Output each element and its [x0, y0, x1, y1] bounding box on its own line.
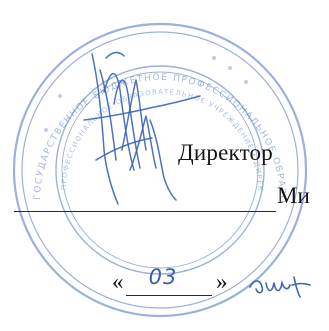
seal-ring-text: ГОСУДАРСТВЕННОЕ БЮДЖЕТНОЕ ПРОФЕССИОНАЛЬН…	[0, 0, 286, 204]
signature-icon	[83, 51, 201, 205]
approval-title: Директор	[178, 140, 273, 165]
date-close-quote: »	[216, 269, 228, 294]
date-day-handwritten: 03	[148, 265, 178, 289]
date-day-underline	[126, 295, 212, 296]
director-surname: Ми	[277, 183, 310, 208]
signature-underline	[14, 211, 276, 212]
svg-text:ГОСУДАРСТВЕННОЕ БЮДЖЕТНОЕ ПРОФ: ГОСУДАРСТВЕННОЕ БЮДЖЕТНОЕ ПРОФЕССИОНАЛЬН…	[0, 0, 286, 204]
month-handwriting-icon	[249, 276, 311, 298]
date-row: « 03 »	[112, 265, 329, 299]
date-open-quote: «	[112, 269, 124, 294]
